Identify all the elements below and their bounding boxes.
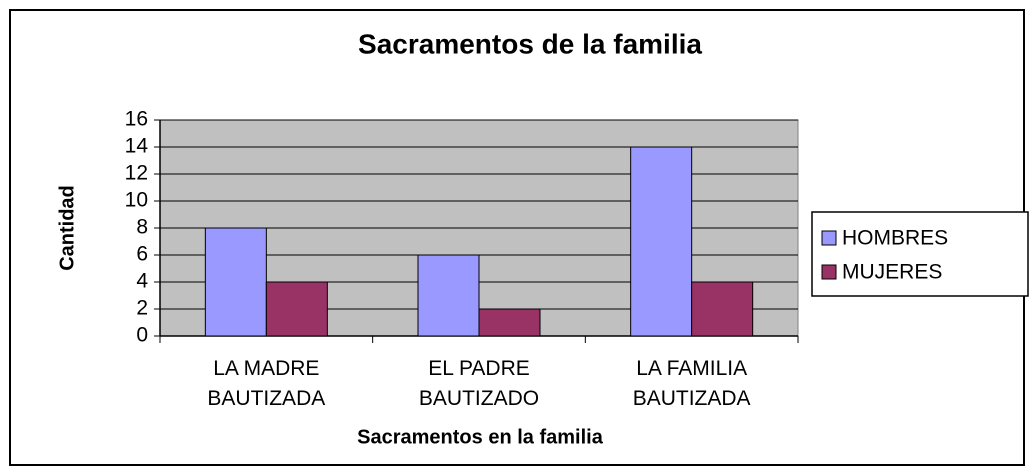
legend-label: MUJERES bbox=[842, 261, 942, 284]
bar bbox=[691, 281, 754, 337]
legend-swatch bbox=[821, 230, 837, 246]
bar bbox=[417, 254, 480, 337]
chart-title: Sacramentos de la familia bbox=[358, 28, 702, 59]
y-tick-label: 6 bbox=[136, 243, 148, 266]
bar bbox=[265, 281, 328, 337]
legend-box bbox=[811, 211, 1029, 297]
x-tick-label: LA MADRE BAUTIZADA bbox=[207, 357, 326, 410]
bar bbox=[630, 146, 693, 337]
y-tick-label: 2 bbox=[136, 297, 148, 320]
legend-swatch bbox=[821, 264, 837, 280]
y-tick-label: 8 bbox=[136, 216, 148, 239]
bar bbox=[204, 227, 267, 337]
x-axis-label: Sacramentos en la familia bbox=[357, 426, 604, 448]
bar bbox=[478, 308, 541, 337]
y-tick-label: 4 bbox=[136, 270, 148, 293]
legend-label: HOMBRES bbox=[842, 227, 948, 250]
y-tick-label: 0 bbox=[136, 324, 148, 347]
y-axis-label: Cantidad bbox=[56, 185, 78, 271]
x-tick-label: LA FAMILIA BAUTIZADA bbox=[632, 357, 751, 410]
y-tick-label: 16 bbox=[125, 108, 148, 131]
y-tick-label: 14 bbox=[125, 135, 149, 158]
x-tick-label: EL PADRE BAUTIZADO bbox=[418, 357, 540, 410]
y-tick-label: 12 bbox=[125, 162, 148, 185]
y-tick-label: 10 bbox=[125, 189, 148, 212]
